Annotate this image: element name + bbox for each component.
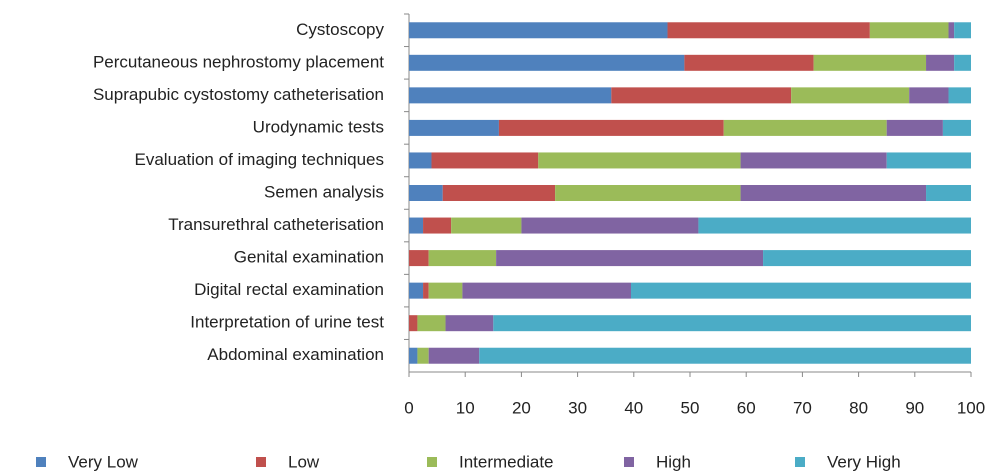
bar-segment bbox=[948, 22, 955, 39]
x-tick-label: 80 bbox=[849, 398, 868, 417]
x-tick-label: 20 bbox=[512, 398, 531, 417]
bar-segment bbox=[431, 152, 539, 169]
bar-segment bbox=[630, 282, 971, 299]
bar-segment bbox=[428, 250, 497, 267]
x-tick-label: 0 bbox=[404, 398, 413, 417]
legend-label: Intermediate bbox=[459, 452, 554, 471]
bar-segment bbox=[409, 22, 668, 39]
bar-segment bbox=[954, 22, 971, 39]
bar-segment bbox=[409, 119, 499, 136]
x-tick-label: 100 bbox=[957, 398, 985, 417]
bar-segment bbox=[909, 87, 949, 104]
y-tick-label: Interpretation of urine test bbox=[190, 313, 384, 332]
bar-segment bbox=[813, 54, 927, 71]
y-tick-label: Suprapubic cystostomy catheterisation bbox=[93, 85, 384, 104]
bar-segment bbox=[409, 217, 424, 234]
bar-segment bbox=[926, 185, 971, 201]
bar-segment bbox=[428, 347, 480, 364]
bar-segment bbox=[409, 315, 418, 332]
y-tick-label: Cystoscopy bbox=[296, 20, 384, 39]
bar-segment bbox=[462, 282, 631, 299]
bar-segment bbox=[428, 282, 463, 299]
legend-swatch bbox=[36, 457, 46, 467]
bar-segment bbox=[869, 22, 949, 39]
x-tick-label: 50 bbox=[681, 398, 700, 417]
bar-segment bbox=[417, 315, 446, 332]
legend-label: Low bbox=[288, 452, 320, 471]
bar-segment bbox=[684, 54, 814, 71]
x-tick-label: 90 bbox=[905, 398, 924, 417]
bar-segment bbox=[493, 315, 971, 332]
bar-segment bbox=[496, 250, 764, 267]
bar-segment bbox=[942, 119, 971, 136]
bar-segment bbox=[423, 217, 452, 234]
bar-segment bbox=[409, 185, 443, 201]
y-tick-label: Abdominal examination bbox=[207, 345, 384, 364]
bar-segment bbox=[498, 119, 724, 136]
bar-segment bbox=[555, 185, 741, 201]
bar-segment bbox=[723, 119, 887, 136]
y-tick-label: Evaluation of imaging techniques bbox=[135, 150, 385, 169]
bar-segment bbox=[948, 87, 971, 104]
bar-segment bbox=[409, 87, 612, 104]
bar-segment bbox=[538, 152, 741, 169]
bar-segment bbox=[886, 119, 943, 136]
bar-segment bbox=[409, 54, 685, 71]
legend-swatch bbox=[256, 457, 266, 467]
bar-segment bbox=[409, 282, 424, 299]
bar-segment bbox=[791, 87, 910, 104]
legend-label: Very High bbox=[827, 452, 901, 471]
y-tick-label: Transurethral catheterisation bbox=[168, 215, 384, 234]
y-tick-label: Percutaneous nephrostomy placement bbox=[93, 52, 384, 71]
x-tick-label: 70 bbox=[793, 398, 812, 417]
bar-segment bbox=[954, 54, 971, 71]
bar-segment bbox=[763, 250, 971, 267]
bar-segment bbox=[521, 217, 699, 234]
bar-segment bbox=[409, 250, 429, 267]
bar-segment bbox=[886, 152, 971, 169]
legend-label: High bbox=[656, 452, 691, 471]
legend-swatch bbox=[624, 457, 634, 467]
bar-segment bbox=[417, 347, 429, 364]
y-tick-label: Urodynamic tests bbox=[253, 117, 384, 136]
legend-swatch bbox=[427, 457, 437, 467]
x-tick-label: 10 bbox=[456, 398, 475, 417]
y-tick-label: Digital rectal examination bbox=[194, 280, 384, 299]
bar-segment bbox=[740, 152, 887, 169]
bar-segment bbox=[409, 347, 418, 364]
legend-swatch bbox=[795, 457, 805, 467]
bar-segment bbox=[479, 347, 971, 364]
y-tick-label: Genital examination bbox=[234, 248, 384, 267]
bar-segment bbox=[698, 217, 971, 234]
bar-segment bbox=[445, 315, 494, 332]
bar-segment bbox=[442, 185, 556, 201]
bar-segment bbox=[423, 282, 429, 299]
x-tick-label: 40 bbox=[624, 398, 643, 417]
bar-segment bbox=[926, 54, 955, 71]
y-tick-label: Semen analysis bbox=[264, 182, 384, 201]
x-tick-label: 30 bbox=[568, 398, 587, 417]
bar-segment bbox=[611, 87, 792, 104]
bar-segment bbox=[409, 152, 432, 169]
x-tick-label: 60 bbox=[737, 398, 756, 417]
legend-label: Very Low bbox=[68, 452, 139, 471]
bar-segment bbox=[451, 217, 522, 234]
bar-segment bbox=[667, 22, 870, 39]
bar-segment bbox=[740, 185, 927, 201]
